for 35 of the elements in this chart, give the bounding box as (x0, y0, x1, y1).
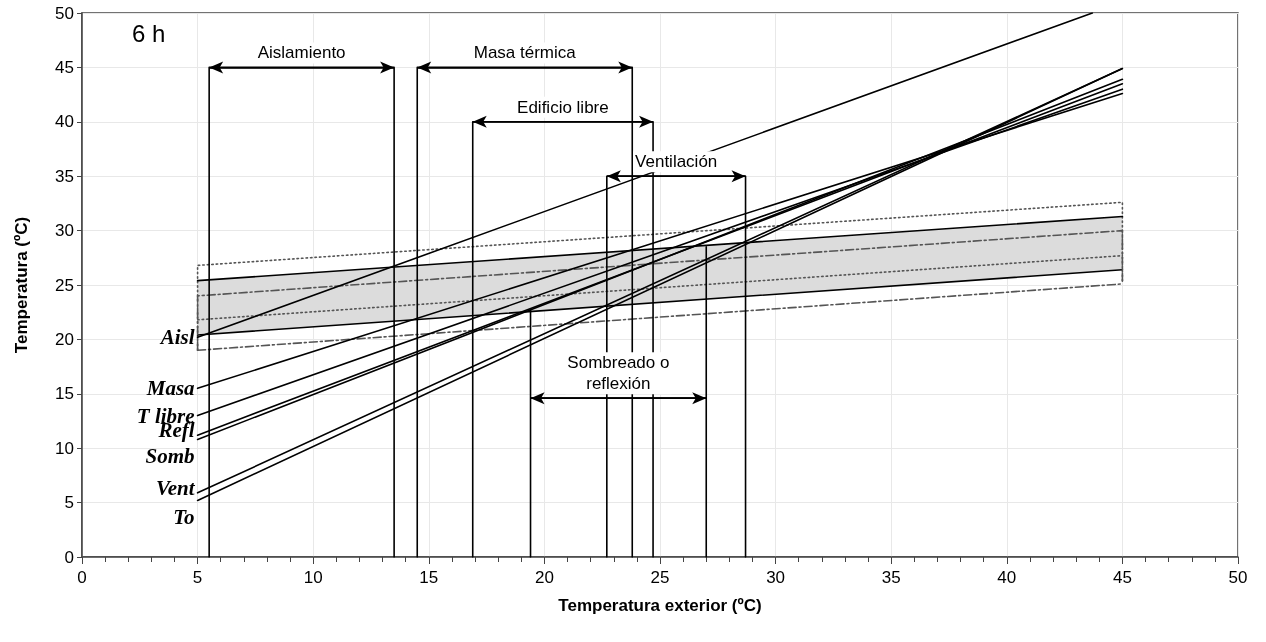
x-axis-title: Temperatura exterior (ºC) (558, 596, 762, 615)
x-tick-label: 5 (192, 568, 203, 587)
y-tick-label: 0 (64, 547, 74, 567)
series-label: Masa térmica (473, 43, 577, 63)
y-tick-label: 10 (55, 438, 74, 458)
x-tick-label: 30 (766, 568, 786, 587)
x-tick-label: 40 (997, 568, 1017, 587)
y-tick-label: 25 (55, 275, 74, 295)
x-tick-label: 0 (77, 568, 87, 587)
x-tick-label: 20 (534, 568, 554, 587)
series-label: Aislamiento (257, 43, 346, 63)
series-label: To (173, 505, 195, 530)
series-label: Vent (156, 475, 196, 500)
series-label: Aisl (158, 325, 195, 350)
y-axis-title: Temperatura (ºC) (12, 216, 31, 354)
y-tick-label: 30 (55, 221, 74, 241)
series-label: Masa (145, 376, 195, 401)
x-tick-label: 45 (1112, 568, 1132, 587)
x-tick-label: 35 (881, 568, 901, 587)
series-label: Somb (145, 444, 195, 469)
series-label: Sombreado o reflexión (567, 353, 670, 394)
annotation: 6 h (132, 19, 166, 47)
y-tick-label: 15 (55, 384, 74, 404)
x-tick-label: 50 (1228, 568, 1248, 587)
series-label: Edificio libre (517, 97, 609, 117)
y-tick-label: 40 (55, 112, 74, 132)
x-tick-label: 10 (303, 568, 323, 587)
y-tick-label: 20 (55, 329, 74, 349)
series-label: Ventilación (635, 152, 718, 172)
y-tick-label: 45 (55, 57, 74, 77)
y-tick-label: 35 (55, 166, 74, 186)
x-tick-label: 15 (419, 568, 439, 587)
x-tick-label: 25 (650, 568, 670, 587)
y-tick-label: 50 (55, 3, 74, 23)
y-tick-label: 5 (64, 493, 74, 513)
